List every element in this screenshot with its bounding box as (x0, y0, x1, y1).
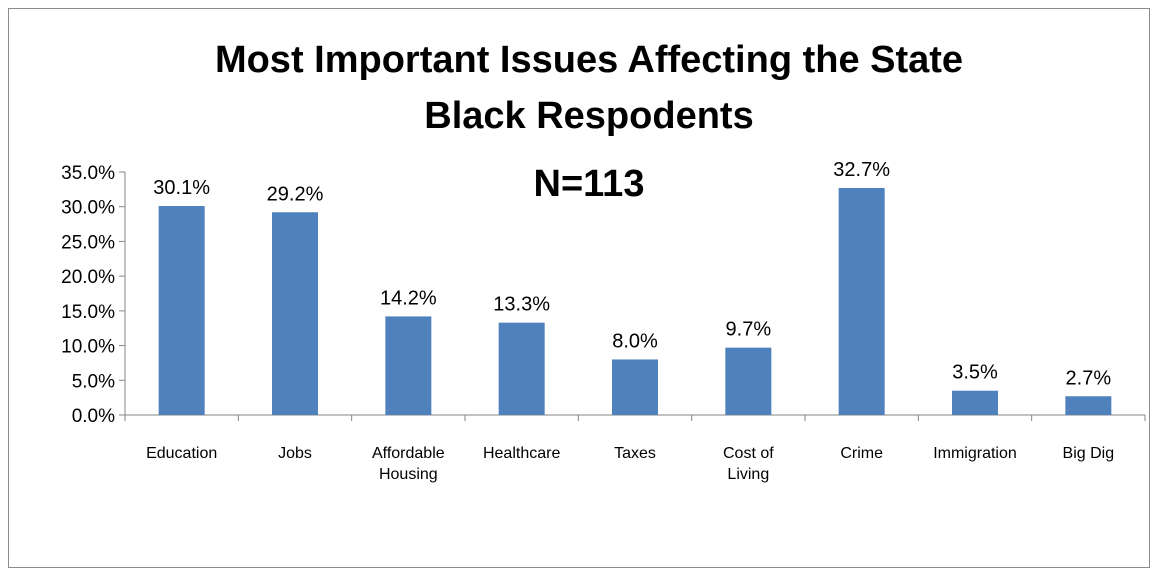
x-category-label: Affordable (372, 445, 445, 462)
chart-subtitle: N=113 (534, 163, 645, 205)
axes: 0.0% 5.0% 10.0% 15.0% 20.0% 25.0% 30.0% 35.0% Ed… (61, 163, 1146, 483)
bar (1065, 396, 1112, 415)
bar-data-label: 13.3% (493, 294, 550, 316)
x-category-label: Housing (379, 466, 438, 483)
x-category-label: Jobs (278, 445, 312, 462)
bar-data-label: 3.5% (952, 362, 998, 384)
data-labels: 30.1% 29.2% 14.2% 13.3% 8.0% 9.7% 32.7% 3.5% 2.7… (153, 159, 1111, 389)
x-category-label: Living (727, 466, 769, 483)
chart-title-group: Most Important Issues Affecting the Stat… (215, 39, 963, 205)
y-tick-label: 15.0% (61, 302, 115, 323)
bar (498, 322, 545, 415)
bar (838, 187, 885, 415)
x-category-label: Healthcare (483, 445, 560, 462)
y-tick-label: 20.0% (61, 267, 115, 288)
x-category-label: Big Dig (1063, 445, 1115, 462)
bar-data-label: 29.2% (267, 183, 324, 205)
x-category-label: Taxes (614, 445, 656, 462)
x-category-label: Crime (840, 445, 883, 462)
bar (158, 206, 205, 415)
bar (612, 359, 658, 415)
x-category-label: Cost of (723, 445, 774, 462)
x-category-label: Immigration (933, 445, 1017, 462)
y-tick-label: 10.0% (61, 337, 115, 358)
bar (272, 212, 318, 415)
chart-title-line-2: Black Respodents (424, 95, 753, 137)
y-tick-label: 5.0% (72, 371, 115, 392)
bar (725, 347, 772, 415)
bar-data-label: 2.7% (1066, 367, 1112, 389)
bar-data-label: 8.0% (612, 330, 658, 352)
y-tick-label: 30.0% (61, 198, 115, 219)
chart-title-line-1: Most Important Issues Affecting the Stat… (215, 39, 963, 81)
y-tick-label: 0.0% (72, 406, 115, 427)
x-category-label: Education (146, 445, 217, 462)
bars (158, 187, 1112, 415)
bar (952, 390, 998, 415)
y-tick-label: 25.0% (61, 232, 115, 253)
bar-data-label: 14.2% (380, 287, 437, 309)
y-tick-label: 35.0% (61, 163, 115, 184)
bar-data-label: 30.1% (153, 177, 210, 199)
bar-data-label: 9.7% (726, 319, 772, 341)
bar (385, 316, 432, 415)
bar-data-label: 32.7% (833, 159, 890, 181)
